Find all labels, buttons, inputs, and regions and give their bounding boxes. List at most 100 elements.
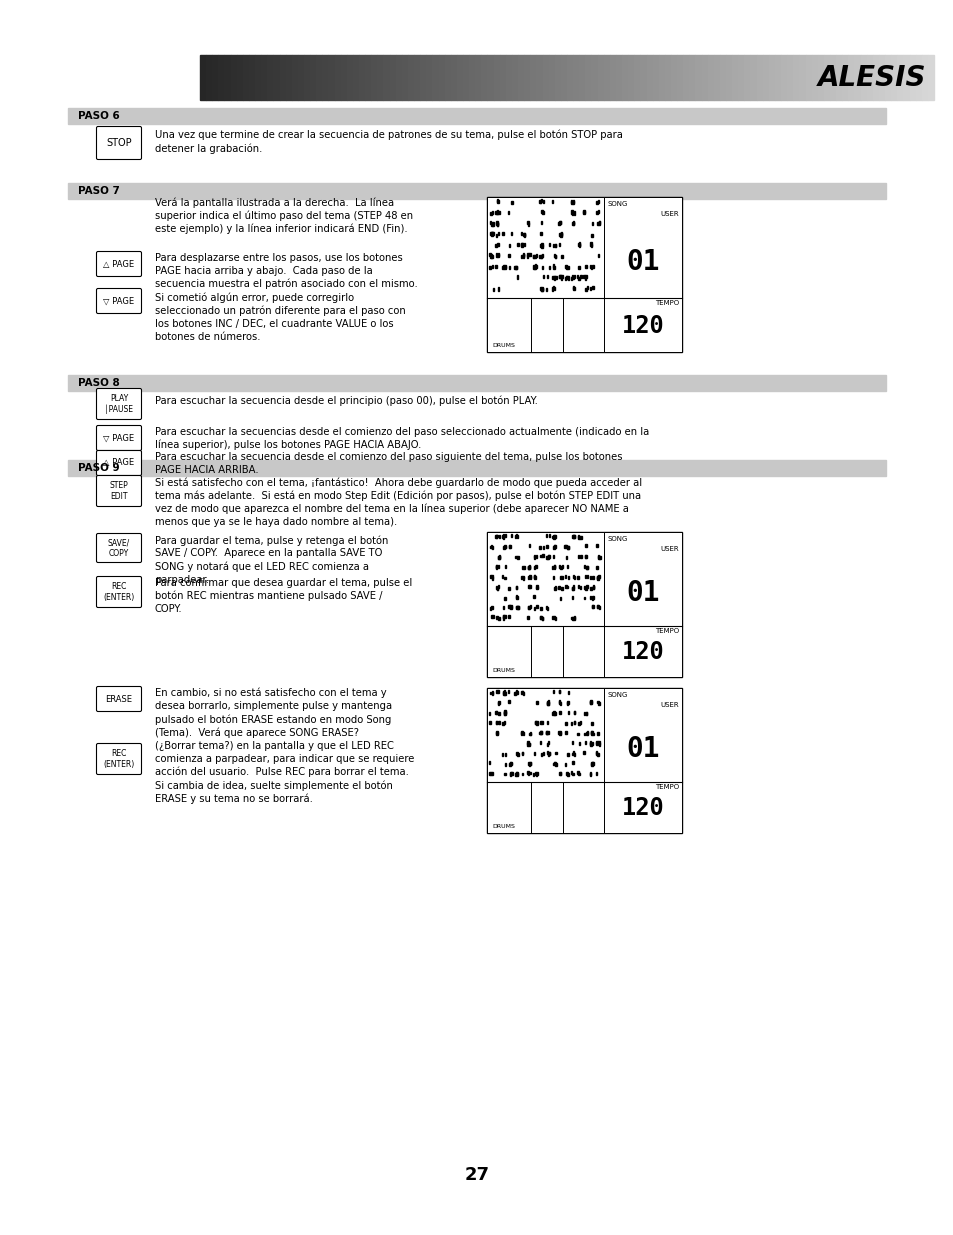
Bar: [503, 711, 505, 715]
Bar: [579, 275, 581, 278]
Bar: [786, 56, 793, 100]
Text: Para confirmar que desea guardar el tema, pulse el
botón REC mientras mantiene p: Para confirmar que desea guardar el tema…: [154, 578, 412, 614]
Bar: [515, 772, 517, 776]
Bar: [738, 56, 743, 100]
Bar: [847, 56, 854, 100]
Bar: [540, 210, 541, 214]
Bar: [555, 587, 556, 589]
FancyBboxPatch shape: [96, 687, 141, 711]
Bar: [567, 710, 568, 714]
Bar: [558, 566, 559, 568]
Bar: [520, 243, 522, 247]
Bar: [501, 722, 503, 725]
Bar: [566, 566, 567, 568]
Bar: [489, 713, 490, 715]
Bar: [496, 233, 497, 237]
Bar: [578, 266, 579, 269]
Bar: [554, 711, 555, 715]
Bar: [536, 56, 542, 100]
Bar: [516, 752, 517, 755]
Bar: [541, 752, 543, 756]
Bar: [536, 605, 537, 608]
Bar: [553, 566, 555, 568]
Bar: [823, 56, 829, 100]
Bar: [522, 577, 523, 579]
Bar: [497, 690, 498, 693]
Bar: [554, 245, 556, 247]
Bar: [495, 711, 497, 714]
Bar: [542, 752, 543, 755]
Bar: [566, 585, 568, 588]
Bar: [579, 721, 580, 724]
Bar: [590, 732, 592, 735]
Bar: [432, 56, 438, 100]
Bar: [491, 692, 493, 694]
Bar: [358, 56, 365, 100]
Bar: [554, 545, 555, 547]
Bar: [573, 222, 574, 225]
Bar: [592, 732, 594, 735]
Bar: [841, 56, 847, 100]
Bar: [486, 198, 681, 352]
Bar: [285, 56, 292, 100]
Bar: [502, 536, 503, 538]
Bar: [545, 605, 547, 609]
Bar: [496, 732, 497, 735]
Bar: [505, 56, 512, 100]
Bar: [545, 535, 547, 537]
Bar: [573, 751, 574, 753]
Bar: [489, 266, 491, 269]
Bar: [799, 56, 804, 100]
Bar: [677, 56, 682, 100]
Text: 120: 120: [621, 641, 663, 664]
Bar: [526, 616, 528, 620]
Bar: [527, 222, 529, 226]
Bar: [592, 585, 594, 588]
Bar: [559, 701, 561, 704]
Bar: [536, 701, 537, 704]
Bar: [908, 56, 915, 100]
Bar: [517, 606, 518, 609]
Text: TEMPO: TEMPO: [654, 629, 679, 635]
Bar: [516, 535, 517, 537]
Bar: [577, 772, 578, 776]
Bar: [521, 243, 522, 246]
Bar: [567, 773, 568, 776]
Bar: [511, 201, 512, 204]
Bar: [497, 564, 498, 568]
Bar: [560, 577, 562, 579]
Bar: [540, 288, 542, 290]
Bar: [547, 556, 548, 558]
Bar: [529, 762, 530, 766]
Bar: [553, 711, 554, 714]
Bar: [586, 566, 587, 568]
Bar: [598, 605, 599, 609]
Bar: [596, 201, 598, 204]
Bar: [578, 722, 579, 725]
Bar: [566, 772, 568, 774]
Bar: [564, 277, 565, 280]
Bar: [596, 751, 597, 755]
Bar: [554, 277, 555, 279]
FancyBboxPatch shape: [96, 289, 141, 314]
Bar: [486, 532, 681, 677]
Bar: [561, 275, 562, 278]
Bar: [534, 267, 535, 269]
Bar: [547, 753, 548, 756]
Bar: [511, 762, 512, 766]
Bar: [584, 741, 586, 743]
Bar: [572, 212, 573, 215]
Bar: [528, 606, 529, 609]
Bar: [365, 56, 371, 100]
Bar: [589, 266, 591, 268]
Bar: [527, 221, 528, 224]
Bar: [444, 56, 451, 100]
Bar: [571, 210, 573, 214]
Bar: [515, 595, 517, 598]
Bar: [774, 56, 781, 100]
Bar: [540, 254, 541, 258]
Bar: [310, 56, 315, 100]
Bar: [558, 710, 560, 714]
Bar: [597, 210, 598, 214]
Bar: [590, 700, 591, 703]
